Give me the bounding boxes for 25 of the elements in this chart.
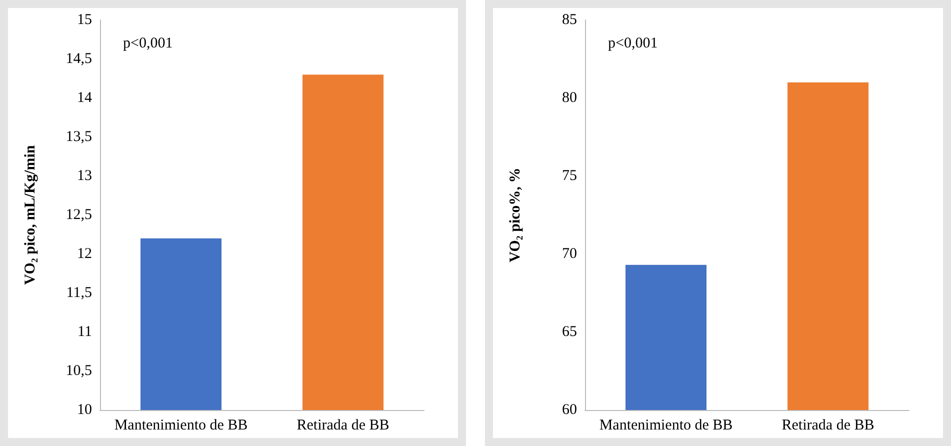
x-tick-label: Mantenimiento de BB xyxy=(599,418,733,434)
y-tick-label: 10,5 xyxy=(66,363,92,379)
y-tick-label: 10 xyxy=(77,402,92,418)
y-axis-title: VO₂ pico, mL/Kg/min xyxy=(22,144,38,285)
y-tick-label: 75 xyxy=(562,168,577,184)
y-tick-label: 85 xyxy=(562,12,577,28)
y-axis-title: VO₂ pico%, % xyxy=(508,168,524,262)
y-tick-label: 15 xyxy=(77,12,92,28)
y-tick-label: 11,5 xyxy=(66,285,92,301)
y-tick-label: 13,5 xyxy=(66,129,92,145)
annotation: p<0,001 xyxy=(608,36,658,52)
y-tick-label: 70 xyxy=(562,246,577,262)
y-tick-label: 11 xyxy=(78,324,92,340)
y-tick-label: 13 xyxy=(77,168,92,184)
y-tick-label: 80 xyxy=(562,90,577,106)
y-tick-label: 12 xyxy=(77,246,92,262)
x-tick-label: Retirada de BB xyxy=(782,418,874,434)
x-tick-label: Retirada de BB xyxy=(296,418,390,434)
y-tick-label: 12,5 xyxy=(66,207,92,223)
y-tick-label: 14 xyxy=(77,90,92,106)
y-tick-label: 65 xyxy=(562,324,577,340)
x-tick-label: Mantenimiento de BB xyxy=(114,418,248,434)
y-tick-label: 14,5 xyxy=(66,51,92,67)
annotation: p<0,001 xyxy=(123,36,173,52)
y-tick-label: 60 xyxy=(562,402,577,418)
